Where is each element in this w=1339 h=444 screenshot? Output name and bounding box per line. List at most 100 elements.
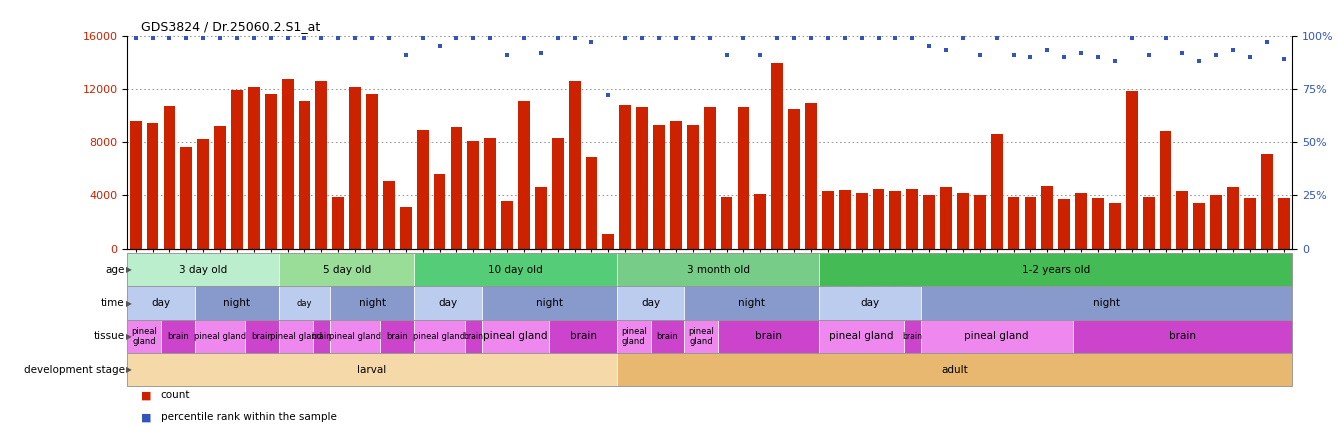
Text: count: count: [161, 390, 190, 400]
Point: [244, 34, 265, 41]
Bar: [1093, 198, 1103, 249]
Bar: [957, 193, 969, 249]
Text: pineal
gland: pineal gland: [688, 327, 714, 346]
Text: night: night: [1093, 298, 1119, 308]
Point: [952, 34, 973, 41]
Text: day: day: [641, 298, 660, 308]
Point: [868, 34, 889, 41]
Text: ■: ■: [141, 390, 151, 400]
Point: [277, 34, 299, 41]
Point: [293, 34, 315, 41]
Point: [648, 34, 670, 41]
Text: 3 day old: 3 day old: [179, 265, 228, 275]
Text: night: night: [359, 298, 386, 308]
Point: [783, 34, 805, 41]
Bar: [873, 189, 885, 249]
Point: [362, 34, 383, 41]
Bar: [349, 87, 362, 249]
Point: [260, 34, 281, 41]
Bar: [536, 187, 546, 249]
Point: [936, 47, 957, 54]
Bar: [1177, 191, 1188, 249]
Bar: [316, 81, 327, 249]
Bar: [720, 197, 732, 249]
Bar: [569, 81, 581, 249]
Point: [850, 34, 872, 41]
Text: brain: brain: [252, 332, 273, 341]
Text: ▶: ▶: [126, 332, 131, 341]
Text: brain: brain: [569, 331, 597, 341]
Text: pineal gland: pineal gland: [329, 332, 382, 341]
Point: [395, 51, 416, 58]
Bar: [518, 101, 530, 249]
Point: [1172, 49, 1193, 56]
Bar: [754, 194, 766, 249]
Text: percentile rank within the sample: percentile rank within the sample: [161, 412, 336, 422]
Bar: [973, 195, 986, 249]
Text: day: day: [151, 298, 170, 308]
Point: [311, 34, 332, 41]
Bar: [1160, 131, 1172, 249]
Bar: [232, 90, 242, 249]
Bar: [687, 125, 699, 249]
Bar: [838, 190, 850, 249]
Bar: [889, 191, 901, 249]
Text: pineal gland: pineal gland: [829, 331, 894, 341]
Text: 3 month old: 3 month old: [687, 265, 750, 275]
Point: [750, 51, 771, 58]
Bar: [501, 201, 513, 249]
Bar: [181, 147, 193, 249]
Text: ▶: ▶: [126, 298, 131, 308]
Text: ■: ■: [141, 412, 151, 422]
Bar: [197, 139, 209, 249]
Point: [901, 34, 923, 41]
Bar: [771, 63, 783, 249]
Point: [209, 34, 230, 41]
Bar: [1227, 187, 1239, 249]
Bar: [416, 130, 428, 249]
Point: [175, 34, 197, 41]
Bar: [281, 79, 293, 249]
Bar: [485, 138, 497, 249]
Text: pineal gland: pineal gland: [964, 331, 1028, 341]
Bar: [366, 94, 378, 249]
Point: [1205, 51, 1227, 58]
Point: [548, 34, 569, 41]
Point: [834, 34, 856, 41]
Point: [665, 34, 687, 41]
Text: 1-2 years old: 1-2 years old: [1022, 265, 1090, 275]
Text: night: night: [224, 298, 250, 308]
Bar: [248, 87, 260, 249]
Text: age: age: [106, 265, 125, 275]
Bar: [1126, 91, 1138, 249]
Point: [1154, 34, 1176, 41]
Text: brain: brain: [755, 331, 782, 341]
Bar: [805, 103, 817, 249]
Point: [1189, 58, 1210, 65]
Bar: [299, 101, 311, 249]
Bar: [1024, 197, 1036, 249]
Text: brain: brain: [387, 332, 408, 341]
Point: [193, 34, 214, 41]
Point: [428, 43, 450, 50]
Bar: [653, 125, 665, 249]
Text: pineal gland: pineal gland: [483, 331, 548, 341]
Text: ▶: ▶: [126, 365, 131, 374]
Point: [564, 34, 585, 41]
Bar: [552, 138, 564, 249]
Bar: [1193, 203, 1205, 249]
Text: ▶: ▶: [126, 265, 131, 274]
Point: [1138, 51, 1160, 58]
Bar: [332, 197, 344, 249]
Bar: [450, 127, 462, 249]
Point: [716, 51, 738, 58]
Bar: [1008, 197, 1019, 249]
Text: night: night: [536, 298, 562, 308]
Text: brain: brain: [656, 332, 679, 341]
Text: brain: brain: [1169, 331, 1196, 341]
Point: [632, 34, 653, 41]
Bar: [585, 157, 597, 249]
Point: [1256, 38, 1277, 45]
Point: [919, 43, 940, 50]
Text: time: time: [100, 298, 125, 308]
